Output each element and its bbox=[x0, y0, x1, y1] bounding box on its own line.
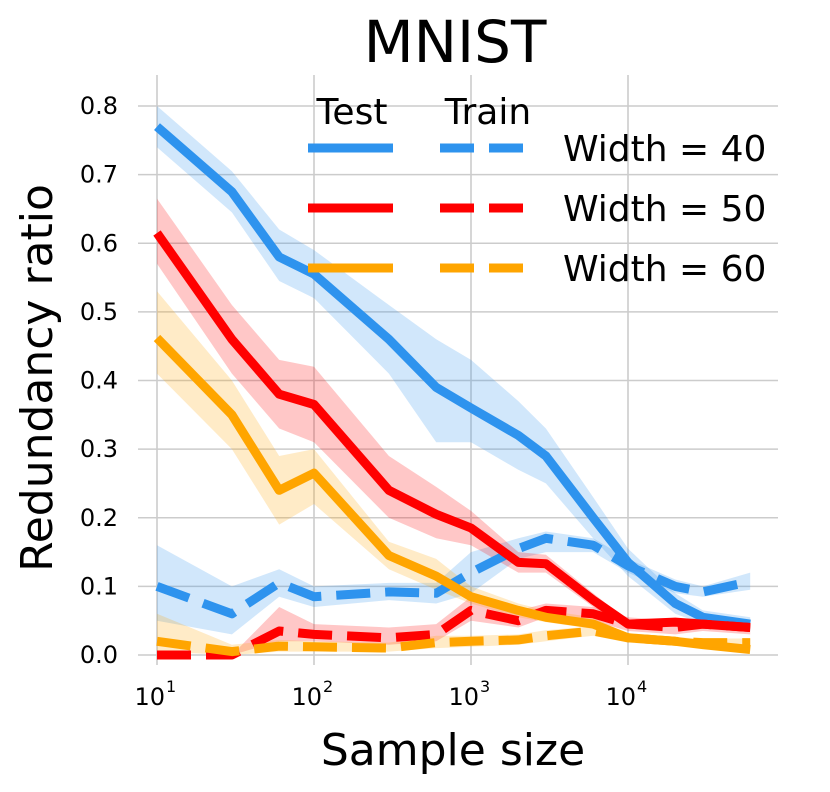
x-tick-exponent: 2 bbox=[323, 677, 333, 696]
y-tick-label: 0.8 bbox=[80, 92, 118, 120]
y-tick-label: 0.3 bbox=[80, 435, 118, 463]
x-tick-exponent: 3 bbox=[480, 677, 490, 696]
y-tick-label: 0.5 bbox=[80, 298, 118, 326]
y-tick-labels: 0.0 0.1 0.2 0.3 0.4 0.5 0.6 0.7 0.8 bbox=[80, 92, 118, 669]
line-width-40-train bbox=[155, 533, 752, 619]
x-tick-exponent: 1 bbox=[166, 677, 176, 696]
x-tick-labels: 10 1 10 2 10 3 10 4 bbox=[134, 677, 647, 711]
series-lines bbox=[153, 123, 752, 660]
legend-entry-label: Width = 60 bbox=[563, 249, 766, 290]
y-tick-label: 0.0 bbox=[80, 641, 118, 669]
legend-col-train: Train bbox=[444, 92, 531, 133]
line-width-60-train bbox=[156, 626, 751, 657]
line-width-50-test bbox=[153, 230, 751, 632]
band-width-50-test bbox=[157, 198, 751, 631]
legend: Test Train Width = 40 Width = 50 Width = 6… bbox=[308, 92, 766, 290]
legend-col-test: Test bbox=[316, 92, 388, 133]
band-width-40-test bbox=[157, 106, 751, 631]
y-tick-label: 0.2 bbox=[80, 504, 118, 532]
x-tick-exponent: 4 bbox=[637, 677, 647, 696]
line-width-50-train bbox=[157, 605, 751, 660]
x-tick-label: 10 bbox=[448, 683, 479, 711]
x-tick-label: 10 bbox=[605, 683, 636, 711]
y-tick-label: 0.6 bbox=[80, 229, 118, 257]
legend-entry-label: Width = 40 bbox=[563, 129, 766, 170]
y-tick-label: 0.4 bbox=[80, 367, 118, 395]
legend-entry-label: Width = 50 bbox=[563, 189, 766, 230]
y-axis-label: Redundancy ratio bbox=[12, 184, 63, 572]
y-tick-label: 0.7 bbox=[80, 161, 118, 189]
chart-title: MNIST bbox=[364, 8, 547, 76]
y-tick-label: 0.1 bbox=[80, 572, 118, 600]
line-width-40-test bbox=[154, 123, 751, 629]
x-tick-label: 10 bbox=[134, 683, 165, 711]
x-axis-label: Sample size bbox=[321, 725, 585, 776]
x-tick-label: 10 bbox=[291, 683, 322, 711]
